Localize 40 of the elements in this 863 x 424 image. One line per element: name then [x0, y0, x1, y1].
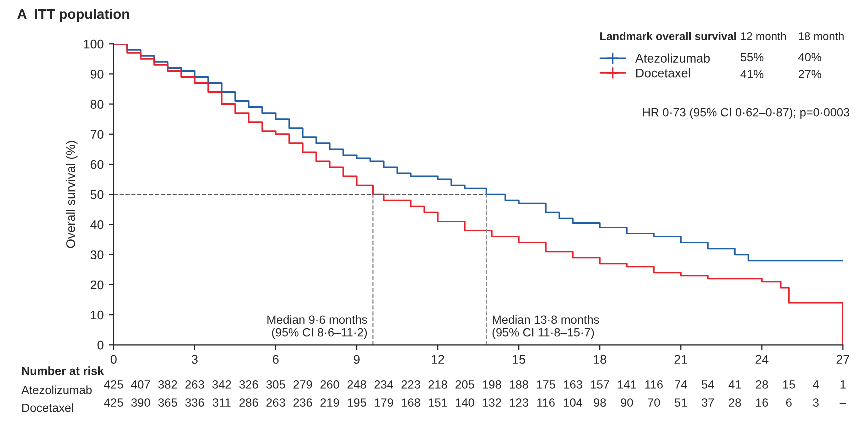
legend-label: Docetaxel: [636, 68, 690, 78]
annotation: 55%: [740, 53, 764, 62]
x-tick-label: 12: [432, 355, 444, 364]
text: Atezolizumab: [22, 386, 92, 394]
x-tick-label: 0: [110, 355, 117, 364]
x-tick-label: 27: [836, 355, 850, 364]
text: 12 month: [741, 32, 786, 40]
x-tick-label: 9: [354, 355, 360, 364]
text: Docetaxel: [22, 404, 74, 412]
y-tick-label: 10: [91, 310, 104, 320]
x-tick-label: 21: [674, 355, 688, 364]
x-tick-label: 18: [594, 355, 606, 364]
y-tick-label: 100: [84, 40, 104, 49]
annotation: HR 0·73 (95% CI 0·62–0·87); p=0·0003: [643, 108, 850, 120]
y-tick-label: 90: [90, 70, 104, 79]
y-tick-label: 20: [90, 280, 104, 290]
annotation: 41%: [740, 70, 764, 79]
annotation: Median 13·8 months (95% CI 11·8–15·7): [492, 315, 600, 340]
x-tick-label: 24: [756, 355, 769, 364]
annotation: 27%: [798, 70, 822, 79]
y-axis-title: Overall survival (%): [66, 141, 78, 248]
chart-title: A ITT population: [18, 9, 130, 22]
x-tick-label: 15: [513, 355, 526, 364]
legend-label: Atezolizumab: [635, 54, 710, 63]
y-tick-label: 70: [90, 130, 104, 140]
text: 18 month: [799, 32, 844, 40]
y-tick-label: 30: [90, 250, 104, 260]
y-tick-label: 80: [90, 100, 104, 109]
y-tick-label: 50: [90, 190, 104, 200]
text: 425 407 382 263 342 326 305 279 260 248 234 223 218 205 198 188 175 163 157 141 116 74 54 41 28 15 4 1: [104, 380, 846, 389]
annotation: 40%: [798, 53, 822, 62]
text: Landmark overall survival: [600, 32, 736, 40]
x-tick-label: 3: [192, 355, 198, 364]
x-tick-label: 6: [273, 355, 279, 364]
y-tick-label: 40: [90, 220, 104, 230]
y-tick-label: 60: [90, 160, 104, 170]
annotation: Median 9·6 months (95% CI 8·6–11·2): [268, 315, 368, 340]
text: 425 390 365 336 311 286 263 236 219 195 179 168 151 140 132 123 116 104 98 90 70 51 37 28 16 6 3 –: [104, 398, 846, 407]
text: Number at risk: [22, 366, 104, 376]
y-tick-label: 0: [98, 340, 104, 350]
